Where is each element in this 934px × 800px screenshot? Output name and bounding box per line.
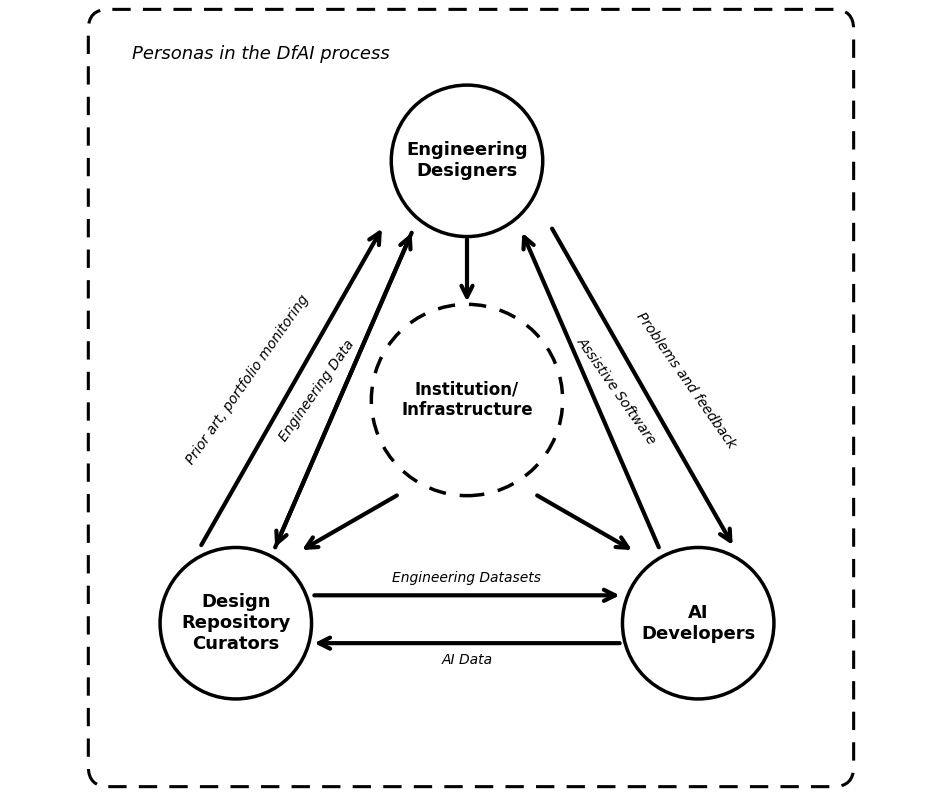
Circle shape [391,85,543,237]
Text: AI Data: AI Data [442,653,492,666]
Text: Institution/
Infrastructure: Institution/ Infrastructure [402,381,532,419]
Text: Assistive Software: Assistive Software [574,334,659,446]
Circle shape [372,304,562,496]
Text: Design
Repository
Curators: Design Repository Curators [181,594,290,653]
Circle shape [160,547,312,699]
Text: Personas in the DfAI process: Personas in the DfAI process [133,46,389,63]
Circle shape [622,547,774,699]
FancyBboxPatch shape [89,10,854,786]
Text: Problems and feedback: Problems and feedback [634,310,739,450]
Text: Prior art, portfolio monitoring: Prior art, portfolio monitoring [184,293,312,467]
Text: Engineering
Designers: Engineering Designers [406,142,528,180]
Text: Engineering Datasets: Engineering Datasets [392,571,542,585]
Text: Engineering Data: Engineering Data [276,337,358,444]
Text: AI
Developers: AI Developers [641,604,756,642]
